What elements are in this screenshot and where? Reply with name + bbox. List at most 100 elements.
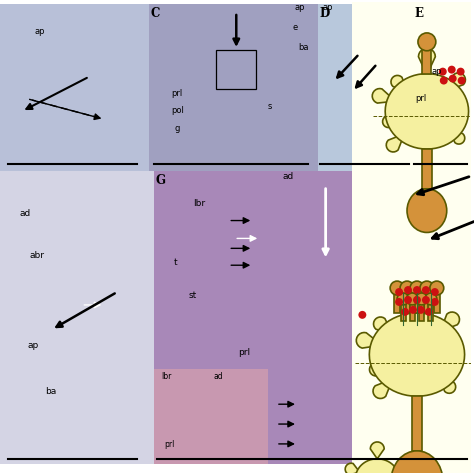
Ellipse shape bbox=[406, 293, 418, 305]
Text: lbr: lbr bbox=[161, 373, 171, 382]
Ellipse shape bbox=[390, 281, 404, 295]
Polygon shape bbox=[372, 89, 431, 126]
Circle shape bbox=[401, 308, 409, 316]
Circle shape bbox=[440, 77, 448, 84]
Circle shape bbox=[422, 296, 430, 304]
Polygon shape bbox=[356, 332, 421, 370]
Polygon shape bbox=[399, 284, 435, 355]
Bar bbox=[401, 299, 406, 321]
Ellipse shape bbox=[416, 293, 428, 305]
Text: prl: prl bbox=[164, 440, 174, 449]
Polygon shape bbox=[356, 459, 399, 474]
Text: ap: ap bbox=[432, 67, 442, 76]
Bar bbox=[424, 288, 430, 313]
Text: G: G bbox=[156, 174, 166, 187]
Text: ad: ad bbox=[213, 373, 223, 382]
Bar bbox=[154, 369, 268, 464]
Bar bbox=[419, 299, 424, 321]
Bar bbox=[154, 171, 466, 464]
Text: ad: ad bbox=[20, 209, 31, 218]
Bar bbox=[434, 288, 440, 313]
Circle shape bbox=[404, 296, 412, 304]
Bar bbox=[353, 2, 471, 473]
Polygon shape bbox=[408, 346, 456, 393]
Text: ad: ad bbox=[283, 172, 294, 181]
Text: D: D bbox=[319, 7, 330, 20]
Text: g: g bbox=[175, 124, 180, 133]
Polygon shape bbox=[386, 101, 437, 152]
Text: prl: prl bbox=[171, 90, 182, 99]
Ellipse shape bbox=[391, 451, 443, 474]
Ellipse shape bbox=[430, 281, 444, 295]
Polygon shape bbox=[410, 48, 444, 111]
Bar bbox=[217, 50, 256, 90]
Text: prl: prl bbox=[238, 347, 250, 356]
Polygon shape bbox=[369, 342, 421, 376]
Text: ba: ba bbox=[45, 387, 56, 396]
Circle shape bbox=[422, 286, 430, 294]
Polygon shape bbox=[364, 442, 391, 474]
Polygon shape bbox=[419, 102, 465, 144]
Bar bbox=[404, 288, 410, 313]
Circle shape bbox=[431, 298, 439, 306]
Circle shape bbox=[425, 308, 433, 316]
Bar bbox=[149, 4, 318, 171]
Bar bbox=[412, 396, 422, 451]
Ellipse shape bbox=[400, 281, 414, 295]
Polygon shape bbox=[417, 73, 465, 121]
Text: lbr: lbr bbox=[193, 199, 206, 208]
Bar bbox=[412, 4, 470, 171]
Polygon shape bbox=[406, 312, 459, 365]
Circle shape bbox=[439, 68, 447, 75]
Polygon shape bbox=[391, 75, 436, 120]
Polygon shape bbox=[383, 100, 430, 128]
Circle shape bbox=[395, 298, 403, 306]
Text: ap: ap bbox=[323, 3, 333, 12]
Bar bbox=[0, 171, 154, 464]
Circle shape bbox=[448, 66, 456, 73]
Bar bbox=[422, 149, 432, 189]
Circle shape bbox=[458, 77, 465, 84]
Polygon shape bbox=[345, 463, 381, 474]
Text: ba: ba bbox=[298, 43, 308, 52]
Text: pol: pol bbox=[171, 106, 183, 115]
Bar bbox=[318, 4, 412, 171]
Text: abr: abr bbox=[30, 251, 45, 260]
Circle shape bbox=[395, 288, 403, 296]
Ellipse shape bbox=[407, 189, 447, 232]
Polygon shape bbox=[373, 344, 428, 399]
Circle shape bbox=[413, 286, 421, 294]
Bar bbox=[394, 288, 400, 313]
Bar bbox=[428, 299, 433, 321]
Text: C: C bbox=[151, 7, 160, 20]
Circle shape bbox=[413, 296, 421, 304]
Text: t: t bbox=[174, 258, 177, 267]
Ellipse shape bbox=[410, 281, 424, 295]
Circle shape bbox=[431, 288, 439, 296]
Polygon shape bbox=[385, 73, 469, 149]
Polygon shape bbox=[369, 313, 465, 396]
Circle shape bbox=[358, 311, 366, 319]
Circle shape bbox=[449, 74, 456, 82]
Bar bbox=[422, 42, 431, 73]
Circle shape bbox=[417, 306, 425, 314]
Bar bbox=[414, 288, 420, 313]
Bar bbox=[410, 299, 415, 321]
Text: prl: prl bbox=[415, 94, 426, 103]
Text: s: s bbox=[268, 102, 273, 111]
Ellipse shape bbox=[397, 293, 409, 305]
Bar bbox=[0, 4, 149, 171]
Polygon shape bbox=[405, 310, 430, 356]
Ellipse shape bbox=[418, 33, 436, 51]
Circle shape bbox=[456, 68, 465, 75]
Circle shape bbox=[409, 306, 417, 314]
Ellipse shape bbox=[425, 293, 437, 305]
Text: E: E bbox=[414, 7, 423, 20]
Text: e: e bbox=[293, 23, 298, 32]
Text: ap: ap bbox=[28, 341, 39, 350]
Text: st: st bbox=[189, 291, 197, 300]
Ellipse shape bbox=[420, 281, 434, 295]
Text: ap: ap bbox=[35, 27, 45, 36]
Text: ap: ap bbox=[295, 3, 305, 12]
Circle shape bbox=[404, 286, 412, 294]
